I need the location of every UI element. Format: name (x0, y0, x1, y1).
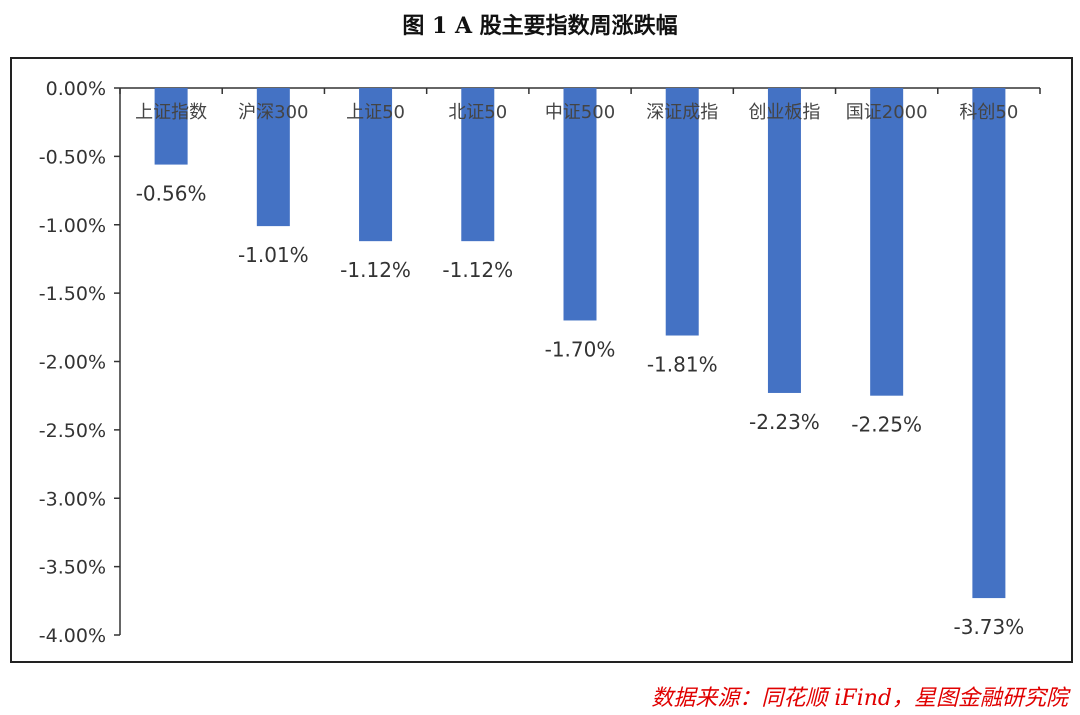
category-label: 创业板指 (748, 102, 820, 123)
data-label: -1.01% (238, 243, 309, 267)
data-label: -2.25% (851, 413, 922, 437)
category-label: 沪深300 (238, 102, 308, 123)
source-note: 数据来源：同花顺 iFind，星图金融研究院 (651, 686, 1068, 711)
category-label: 中证500 (545, 102, 615, 123)
category-label: 上证指数 (135, 102, 207, 123)
y-tick-label: -3.00% (39, 488, 106, 510)
bar (154, 88, 188, 165)
y-tick-label: -1.50% (39, 283, 106, 305)
y-tick-label: -3.50% (39, 557, 106, 579)
data-label: -1.12% (340, 258, 411, 282)
category-label: 科创50 (959, 102, 1018, 123)
y-tick-label: -2.00% (39, 352, 106, 374)
bar (563, 88, 597, 321)
category-label: 北证50 (448, 102, 507, 123)
category-label: 上证50 (346, 102, 405, 123)
data-label: -1.70% (545, 337, 616, 361)
bar (665, 88, 699, 336)
bar (359, 88, 393, 242)
category-label: 深证成指 (646, 102, 718, 123)
y-tick-label: -0.50% (39, 146, 106, 168)
bar (256, 88, 290, 227)
bar (767, 88, 801, 393)
chart-frame (10, 57, 1073, 663)
y-tick-label: 0.00% (46, 78, 106, 100)
chart-title: 图 1 A 股主要指数周涨跌幅 (402, 13, 678, 39)
data-label: -3.73% (954, 615, 1025, 639)
data-label: -1.81% (647, 353, 718, 377)
y-tick-label: -4.00% (39, 625, 106, 647)
category-label: 国证2000 (846, 102, 928, 123)
data-label: -0.56% (136, 182, 207, 206)
data-label: -1.12% (442, 258, 513, 282)
data-label: -2.23% (749, 410, 820, 434)
bar (870, 88, 904, 396)
bar (461, 88, 495, 242)
bar (972, 88, 1006, 599)
y-tick-label: -2.50% (39, 420, 106, 442)
y-tick-label: -1.00% (39, 215, 106, 237)
